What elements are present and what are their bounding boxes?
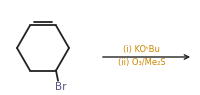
Text: Br: Br [55,82,66,91]
Text: (ii) O₃/Me₂S: (ii) O₃/Me₂S [117,58,164,67]
Text: (i) KOᵗBu: (i) KOᵗBu [122,45,159,54]
